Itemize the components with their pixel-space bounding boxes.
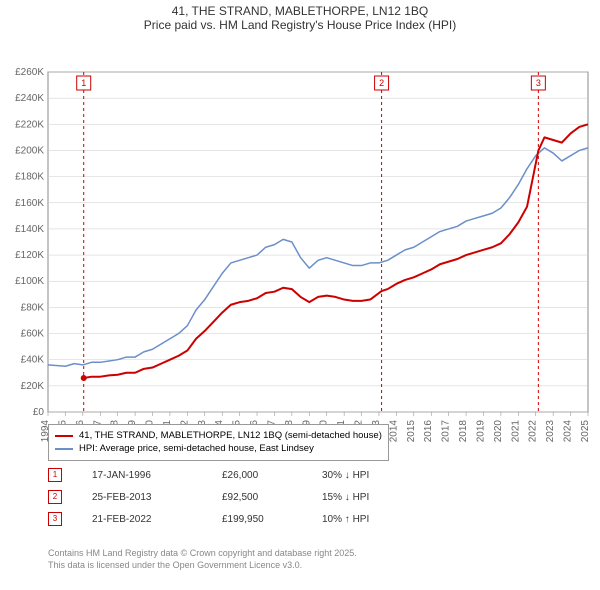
legend-swatch (55, 448, 73, 450)
y-tick-label: £260K (15, 67, 44, 78)
sales-hpi: 10% ↑ HPI (322, 514, 422, 525)
y-tick-label: £160K (15, 198, 44, 209)
x-tick-label: 2014 (388, 420, 399, 443)
attribution-line1: Contains HM Land Registry data © Crown c… (48, 548, 357, 560)
sales-row: 1 17-JAN-1996£26,00030% ↓ HPI (48, 464, 422, 486)
line-chart: £0 £20K £40K £60K £80K £100K £120K £140K £160K £1… (0, 32, 600, 452)
y-tick-label: £0 (33, 407, 45, 418)
sale-marker-number: 1 (81, 78, 86, 88)
sales-row: 2 25-FEB-2013£92,50015% ↓ HPI (48, 486, 422, 508)
legend-item: HPI: Average price, semi-detached house,… (55, 442, 382, 455)
legend-label: 41, THE STRAND, MABLETHORPE, LN12 1BQ (s… (79, 429, 382, 442)
sales-date: 17-JAN-1996 (92, 470, 222, 481)
sales-hpi: 15% ↓ HPI (322, 492, 422, 503)
x-tick-label: 2019 (475, 420, 486, 443)
chart-container: 41, THE STRAND, MABLETHORPE, LN12 1BQ Pr… (0, 0, 600, 590)
sale-marker-number: 3 (536, 78, 541, 88)
y-tick-label: £20K (21, 381, 45, 392)
sales-table: 1 17-JAN-1996£26,00030% ↓ HPI 2 25-FEB-2013… (48, 464, 422, 530)
y-tick-label: £40K (21, 355, 45, 366)
x-tick-label: 2025 (580, 420, 591, 443)
x-tick-label: 2023 (545, 420, 556, 443)
y-tick-label: £100K (15, 276, 44, 287)
series-start-dot (81, 375, 87, 381)
sales-price: £92,500 (222, 492, 322, 503)
x-tick-label: 2017 (441, 420, 452, 443)
legend-label: HPI: Average price, semi-detached house,… (79, 442, 314, 455)
legend-item: 41, THE STRAND, MABLETHORPE, LN12 1BQ (s… (55, 429, 382, 442)
legend-swatch (55, 435, 73, 437)
sales-row: 3 21-FEB-2022£199,95010% ↑ HPI (48, 508, 422, 530)
sales-marker: 1 (48, 468, 62, 482)
x-tick-label: 2020 (493, 420, 504, 443)
sale-marker-number: 2 (379, 78, 384, 88)
x-tick-label: 2018 (458, 420, 469, 443)
y-tick-label: £80K (21, 302, 45, 313)
y-tick-label: £120K (15, 250, 44, 261)
y-tick-label: £200K (15, 145, 44, 156)
attribution-line2: This data is licensed under the Open Gov… (48, 560, 357, 572)
title-address: 41, THE STRAND, MABLETHORPE, LN12 1BQ (0, 4, 600, 18)
x-tick-label: 2024 (563, 420, 574, 443)
sales-date: 21-FEB-2022 (92, 514, 222, 525)
x-tick-label: 2015 (406, 420, 417, 443)
y-tick-label: £60K (21, 329, 45, 340)
legend: 41, THE STRAND, MABLETHORPE, LN12 1BQ (s… (48, 424, 389, 461)
sales-date: 25-FEB-2013 (92, 492, 222, 503)
y-tick-label: £240K (15, 93, 44, 104)
x-tick-label: 2016 (423, 420, 434, 443)
y-tick-label: £220K (15, 119, 44, 130)
sales-hpi: 30% ↓ HPI (322, 470, 422, 481)
attribution: Contains HM Land Registry data © Crown c… (48, 548, 357, 571)
sales-price: £26,000 (222, 470, 322, 481)
sales-marker: 3 (48, 512, 62, 526)
sales-marker: 2 (48, 490, 62, 504)
title-subtitle: Price paid vs. HM Land Registry's House … (0, 18, 600, 32)
y-tick-label: £180K (15, 172, 44, 183)
title-block: 41, THE STRAND, MABLETHORPE, LN12 1BQ Pr… (0, 0, 600, 32)
y-tick-label: £140K (15, 224, 44, 235)
x-tick-label: 2022 (528, 420, 539, 443)
sales-price: £199,950 (222, 514, 322, 525)
x-tick-label: 2021 (510, 420, 521, 443)
